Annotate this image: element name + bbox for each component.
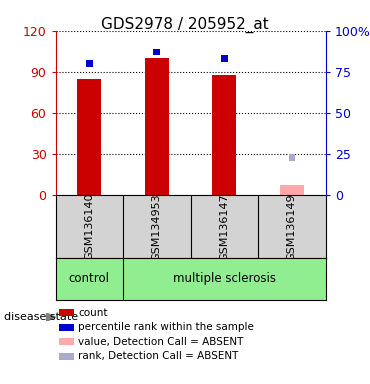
Text: count: count [78,308,108,318]
Bar [280,185,304,195]
Bar [221,55,228,62]
Text: GSM136147: GSM136147 [219,193,229,260]
Bar [154,49,160,56]
Text: rank, Detection Call = ABSENT: rank, Detection Call = ABSENT [78,351,239,361]
Bar [289,154,295,161]
Text: percentile rank within the sample: percentile rank within the sample [78,322,254,332]
Bar [212,74,236,195]
Bar [86,60,92,67]
Text: value, Detection Call = ABSENT: value, Detection Call = ABSENT [78,337,244,347]
Text: GDS2978 / 205952_at: GDS2978 / 205952_at [101,17,269,33]
Text: GSM136149: GSM136149 [287,193,297,260]
Text: disease state: disease state [4,312,78,322]
Text: GSM134953: GSM134953 [152,193,162,260]
Text: control: control [69,273,110,285]
Text: multiple sclerosis: multiple sclerosis [173,273,276,285]
Bar [77,79,101,195]
Bar [145,58,169,195]
Polygon shape [46,313,56,321]
Text: GSM136140: GSM136140 [84,193,94,260]
